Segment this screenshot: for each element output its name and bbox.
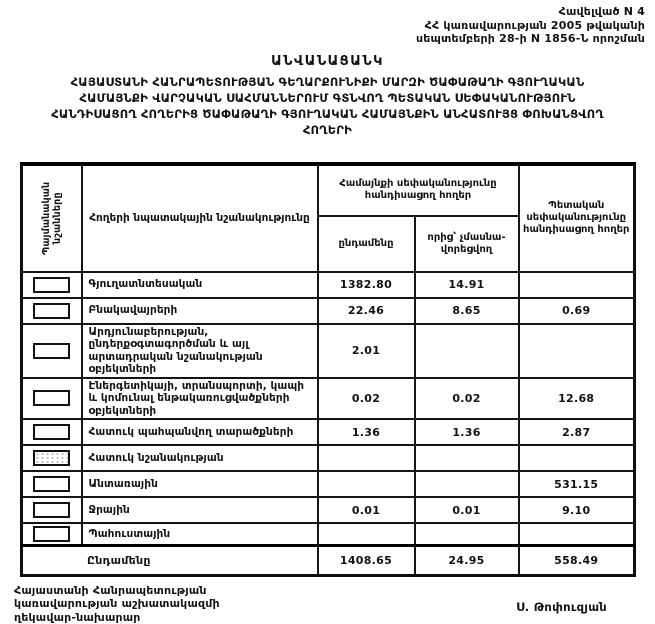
- table-row: Հատուկ նշանակության: [22, 445, 635, 471]
- land-category-label: Պահուստային: [82, 523, 318, 545]
- value-total: 2.01: [318, 324, 415, 378]
- signatory-title-line: ղեկավար-նախարար: [14, 611, 220, 624]
- column-header-state-property: Պետական սեփականությունը հանդիսացող հողեր: [519, 164, 635, 272]
- grand-total-state: 558.49: [519, 545, 635, 575]
- legend-symbol-cell: [22, 523, 82, 545]
- land-table: Պայմանական նշանները Հողերի նպատակային նշ…: [20, 162, 636, 577]
- title-line: ՀԱՄԱՅՆՔԻ ՎԱՐՉԱԿԱՆ ՍԱՀՄԱՆՆԵՐՈՒՄ ԳՏՆՎՈՂ ՊԵ…: [0, 90, 655, 106]
- legend-symbol-box-hatched: [33, 450, 70, 466]
- value-state: [519, 324, 635, 378]
- value-total: 0.01: [318, 497, 415, 523]
- value-nonprivatizable: [415, 324, 519, 378]
- value-total: 22.46: [318, 298, 415, 324]
- table-row: Բնակավայրերի 22.46 8.65 0.69: [22, 298, 635, 324]
- column-header-symbols-label: Պայմանական նշանները: [41, 168, 63, 268]
- table-row: Էներգետիկայի, տրանսպորտի, կապի և կոմունա…: [22, 378, 635, 420]
- total-label: Ընդամենը: [22, 545, 318, 575]
- column-header-total: ընդամենը: [318, 216, 415, 272]
- legend-symbol-box: [33, 343, 70, 359]
- table-total-row: Ընդամենը 1408.65 24.95 558.49: [22, 545, 635, 575]
- value-state: 9.10: [519, 497, 635, 523]
- value-nonprivatizable: 0.01: [415, 497, 519, 523]
- land-category-label: Արդյունաբերության, ընդերքօգտագործման և ա…: [82, 324, 318, 378]
- title-line: ՀՈՂԵՐԻ: [0, 122, 655, 138]
- column-group-community-property: Համայնքի սեփականությունը հանդիսացող հողե…: [318, 164, 519, 216]
- annex-line: Հավելված N 4: [0, 5, 645, 19]
- scanned-document-page: Հավելված N 4 ՀՀ կառավարության 2005 թվակա…: [0, 0, 655, 586]
- value-nonprivatizable: 1.36: [415, 419, 519, 445]
- land-category-label: Անտառային: [82, 471, 318, 497]
- value-total: [318, 471, 415, 497]
- legend-symbol-box: [33, 476, 70, 492]
- signature-block: Հայաստանի Հանրապետության կառավարության ա…: [0, 577, 655, 624]
- column-header-symbols: Պայմանական նշանները: [22, 164, 82, 272]
- value-nonprivatizable: [415, 471, 519, 497]
- value-nonprivatizable: [415, 523, 519, 545]
- value-state: 12.68: [519, 378, 635, 420]
- signatory-name: Ս. Թոփուզյան: [516, 594, 607, 614]
- legend-symbol-box: [33, 424, 70, 440]
- land-category-label: Բնակավայրերի: [82, 298, 318, 324]
- value-total: 1.36: [318, 419, 415, 445]
- grand-total-community: 1408.65: [318, 545, 415, 575]
- title-line: ՀԱՅԱՍՏԱՆԻ ՀԱՆՐԱՊԵՏՈՒԹՅԱՆ ԳԵՂԱՐՔՈՒՆԻՔԻ ՄԱ…: [0, 74, 655, 90]
- annex-reference: Հավելված N 4 ՀՀ կառավարության 2005 թվակա…: [0, 0, 655, 46]
- land-category-label: Հատուկ նշանակության: [82, 445, 318, 471]
- legend-symbol-cell: [22, 378, 82, 420]
- legend-symbol-cell: [22, 298, 82, 324]
- table-row: Արդյունաբերության, ընդերքօգտագործման և ա…: [22, 324, 635, 378]
- legend-symbol-box: [33, 526, 70, 542]
- legend-symbol-cell: [22, 272, 82, 298]
- table-row: Ջրային 0.01 0.01 9.10: [22, 497, 635, 523]
- document-heading: ԱՆՎԱՆԱՑԱՆԿ: [0, 54, 655, 69]
- value-nonprivatizable: 8.65: [415, 298, 519, 324]
- value-nonprivatizable: [415, 445, 519, 471]
- document-title: ՀԱՅԱՍՏԱՆԻ ՀԱՆՐԱՊԵՏՈՒԹՅԱՆ ԳԵՂԱՐՔՈՒՆԻՔԻ ՄԱ…: [0, 74, 655, 138]
- annex-line: սեպտեմբերի 28-ի N 1856-Ն որոշման: [0, 32, 645, 46]
- land-category-label: Ջրային: [82, 497, 318, 523]
- legend-symbol-cell: [22, 445, 82, 471]
- legend-symbol-cell: [22, 324, 82, 378]
- column-header-nonprivatizable-line: որից՝ չմասնա-: [419, 232, 515, 244]
- value-state: [519, 445, 635, 471]
- land-category-label: Հատուկ պահպանվող տարածքների: [82, 419, 318, 445]
- value-nonprivatizable: 14.91: [415, 272, 519, 298]
- title-line: ՀԱՆԴԻՍԱՑՈՂ ՀՈՂԵՐԻՑ ԾԱՓԱԹԱՂԻ ԳՅՈՒՂԱԿԱՆ ՀԱ…: [0, 106, 655, 122]
- grand-total-nonprivatizable: 24.95: [415, 545, 519, 575]
- column-header-purpose: Հողերի նպատակային նշանակությունը: [82, 164, 318, 272]
- legend-symbol-cell: [22, 471, 82, 497]
- value-total: [318, 523, 415, 545]
- value-total: 0.02: [318, 378, 415, 420]
- value-state: 531.15: [519, 471, 635, 497]
- table-row: Անտառային 531.15: [22, 471, 635, 497]
- value-state: [519, 523, 635, 545]
- legend-symbol-box: [33, 277, 70, 293]
- land-category-label: Գյուղատնտեսական: [82, 272, 318, 298]
- table-row: Հատուկ պահպանվող տարածքների 1.36 1.36 2.…: [22, 419, 635, 445]
- legend-symbol-cell: [22, 497, 82, 523]
- value-state: 0.69: [519, 298, 635, 324]
- value-state: 2.87: [519, 419, 635, 445]
- annex-line: ՀՀ կառավարության 2005 թվականի: [0, 19, 645, 33]
- legend-symbol-box: [33, 390, 70, 406]
- legend-symbol-box: [33, 502, 70, 518]
- legend-symbol-box: [33, 303, 70, 319]
- signatory-title: Հայաստանի Հանրապետության կառավարության ա…: [14, 584, 220, 624]
- value-state: [519, 272, 635, 298]
- legend-symbol-cell: [22, 419, 82, 445]
- signatory-title-line: կառավարության աշխատակազմի: [14, 597, 220, 611]
- column-header-nonprivatizable-line: վորեցվող: [419, 244, 515, 256]
- table-row: Գյուղատնտեսական 1382.80 14.91: [22, 272, 635, 298]
- land-category-label: Էներգետիկայի, տրանսպորտի, կապի և կոմունա…: [82, 378, 318, 420]
- value-total: [318, 445, 415, 471]
- value-nonprivatizable: 0.02: [415, 378, 519, 420]
- column-header-nonprivatizable: որից՝ չմասնա- վորեցվող: [415, 216, 519, 272]
- table-row: Պահուստային: [22, 523, 635, 545]
- value-total: 1382.80: [318, 272, 415, 298]
